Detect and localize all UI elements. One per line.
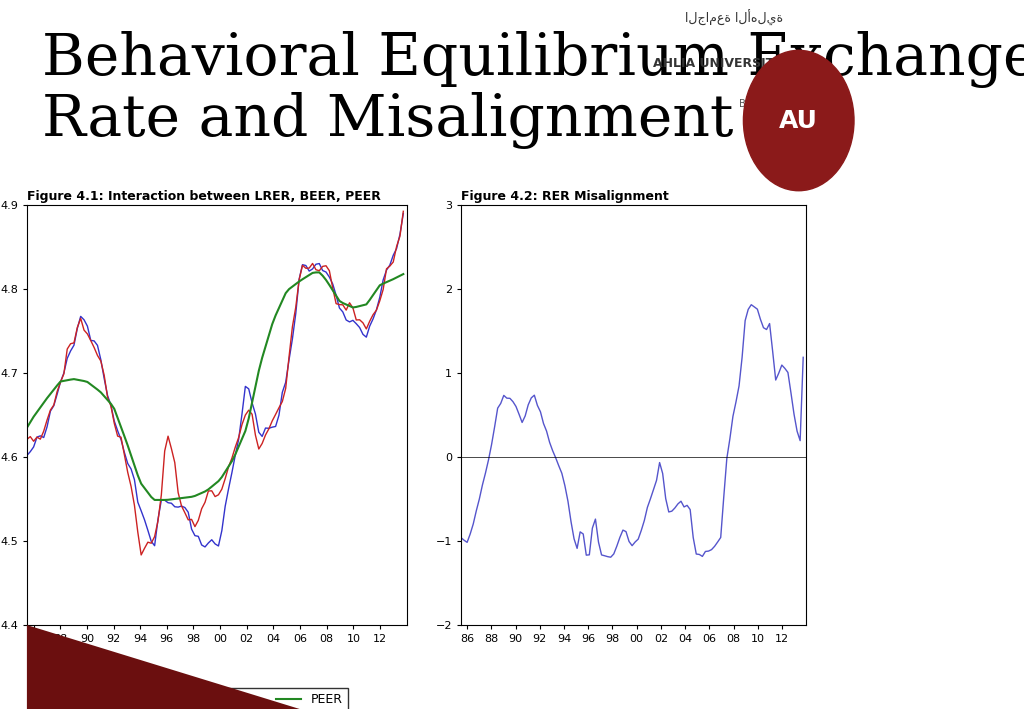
Line: PEER: PEER xyxy=(27,272,403,500)
BEER xyxy=(31,433,43,442)
Text: Figure 4.2: RER Misalignment: Figure 4.2: RER Misalignment xyxy=(461,190,669,203)
PEER xyxy=(310,268,323,277)
LRER xyxy=(306,264,318,273)
PEER xyxy=(397,270,410,279)
BEER xyxy=(34,435,46,443)
BEER xyxy=(145,539,158,547)
LRER xyxy=(34,432,46,440)
Legend: LRER, BEER, PEER: LRER, BEER, PEER xyxy=(86,688,348,709)
PEER xyxy=(306,269,318,277)
LRER xyxy=(31,433,43,442)
Line: BEER: BEER xyxy=(27,211,403,555)
Text: BAHRAIN: BAHRAIN xyxy=(738,99,783,108)
BEER xyxy=(306,259,318,268)
PEER xyxy=(31,408,43,416)
LRER xyxy=(141,526,154,535)
Line: LRER: LRER xyxy=(27,213,403,547)
Text: AHLIA UNIVERSITY: AHLIA UNIVERSITY xyxy=(652,57,783,70)
LRER xyxy=(199,542,211,551)
BEER xyxy=(374,296,386,305)
LRER xyxy=(20,451,33,459)
PEER xyxy=(141,489,154,497)
PEER xyxy=(377,279,389,288)
LRER xyxy=(374,293,386,301)
BEER xyxy=(20,435,33,444)
BEER xyxy=(337,301,349,309)
PEER xyxy=(340,300,352,308)
Text: Behavioral Equilibrium Exchange
Rate and Misalignment: Behavioral Equilibrium Exchange Rate and… xyxy=(42,30,1024,149)
Polygon shape xyxy=(27,625,300,709)
Circle shape xyxy=(743,50,854,191)
Text: Figure 4.1: Interaction between LRER, BEER, PEER: Figure 4.1: Interaction between LRER, BE… xyxy=(27,190,381,203)
BEER xyxy=(135,551,147,559)
PEER xyxy=(20,423,33,432)
BEER xyxy=(397,207,410,216)
LRER xyxy=(337,308,349,316)
PEER xyxy=(148,496,161,504)
Text: AU: AU xyxy=(779,108,818,133)
Text: الجامعة الأهلية: الجامعة الأهلية xyxy=(685,10,783,26)
LRER xyxy=(397,209,410,218)
PEER xyxy=(34,403,46,412)
Text: www.ahlia.edu.bh: www.ahlia.edu.bh xyxy=(474,652,783,681)
